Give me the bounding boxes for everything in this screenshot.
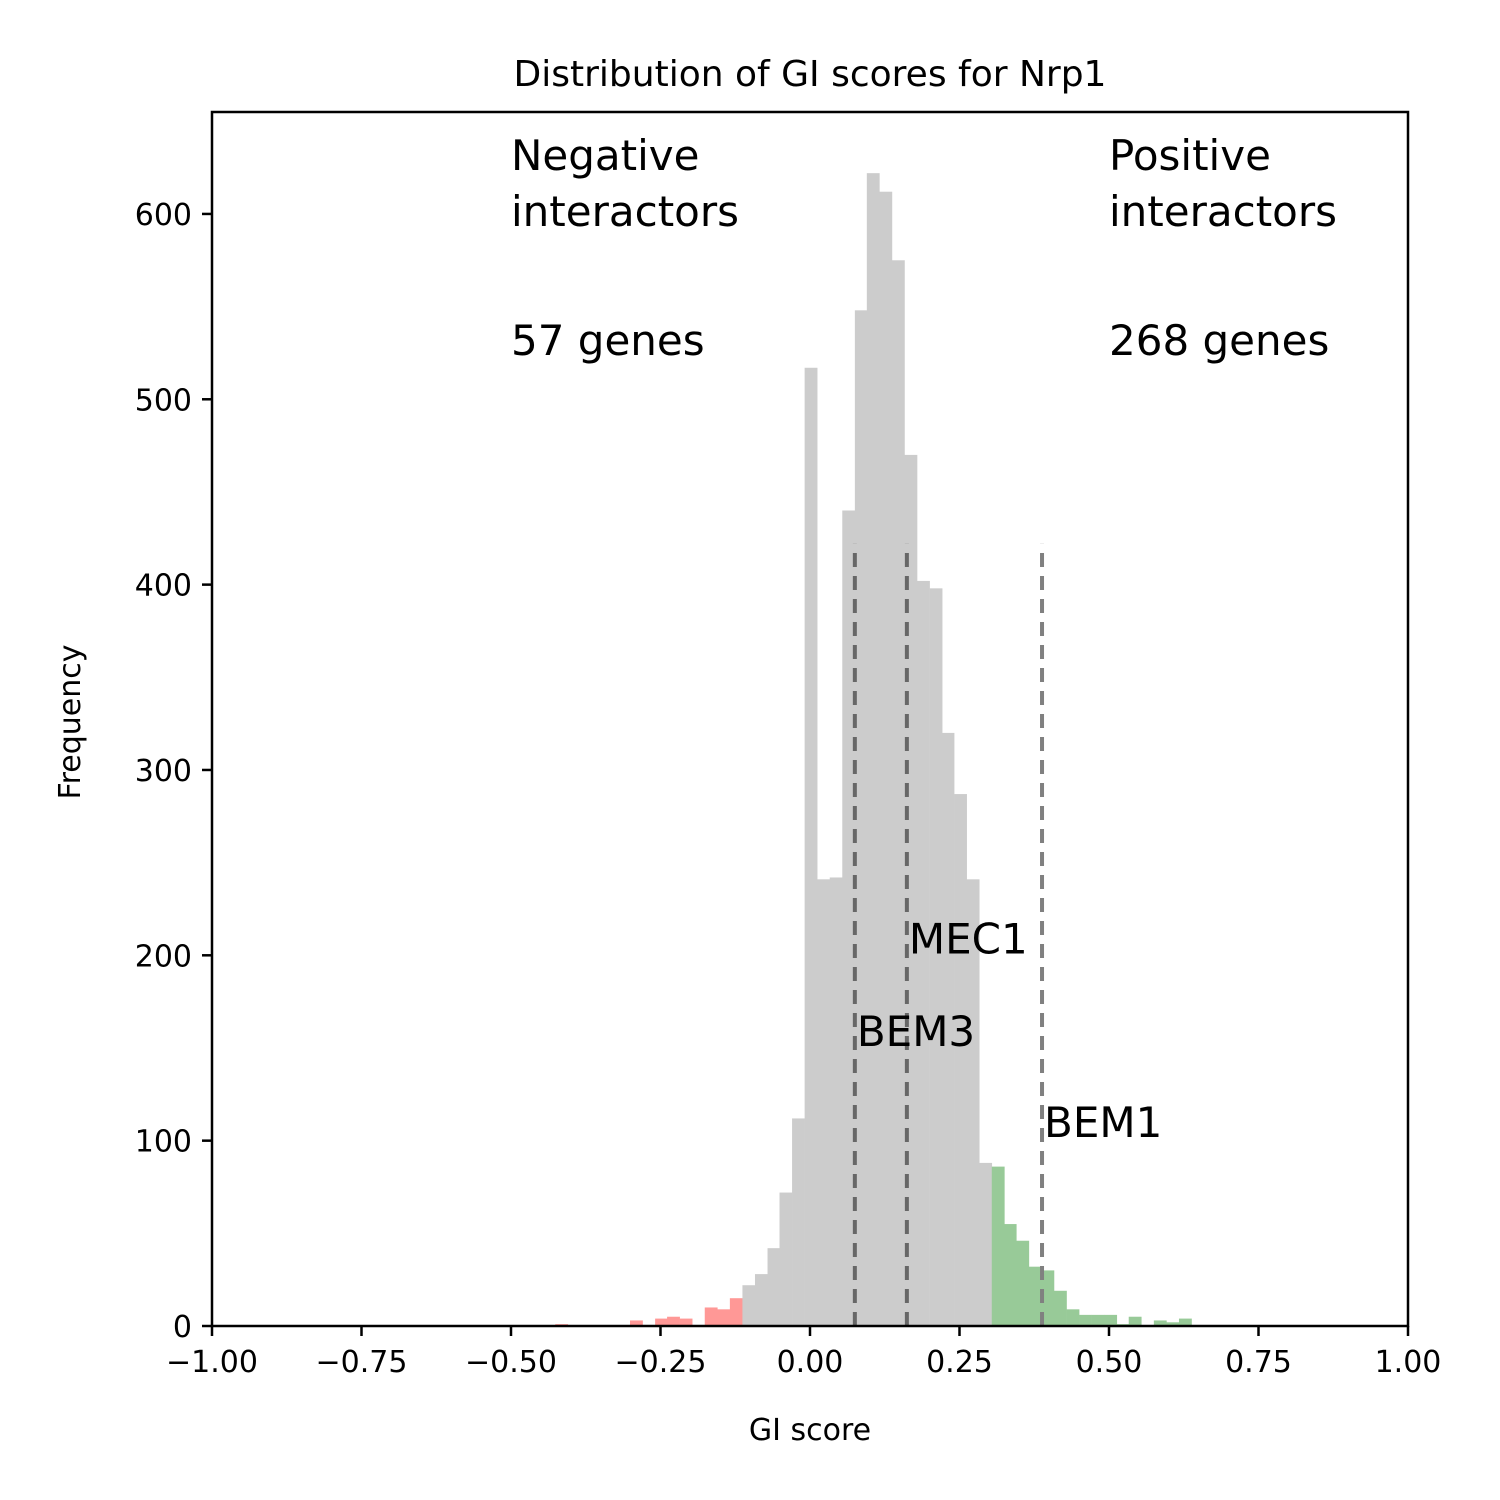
positive-interactors-label-line1: Positive bbox=[1109, 131, 1271, 180]
x-tick-label: 1.00 bbox=[1375, 1345, 1442, 1380]
negative-interactors-label-line1: Negative bbox=[511, 131, 700, 180]
histogram-bar bbox=[1091, 1314, 1105, 1326]
x-tick-label: 0.25 bbox=[926, 1345, 993, 1380]
histogram-bar bbox=[1153, 1320, 1167, 1326]
histogram-bar bbox=[742, 1285, 756, 1326]
histogram-bar bbox=[729, 1298, 743, 1326]
gene-label: BEM1 bbox=[1044, 1098, 1162, 1147]
histogram-bar bbox=[717, 1309, 731, 1326]
histogram-bar bbox=[979, 1162, 993, 1326]
x-tick-label: −0.75 bbox=[316, 1345, 408, 1380]
histogram-bar bbox=[792, 1118, 805, 1326]
histogram-bar bbox=[1166, 1322, 1180, 1326]
y-tick-label: 500 bbox=[135, 383, 192, 418]
histogram-bar bbox=[1003, 1224, 1017, 1326]
histogram-bar bbox=[954, 794, 967, 1326]
histogram-bar bbox=[1028, 1266, 1042, 1326]
y-tick-label: 0 bbox=[173, 1310, 192, 1345]
y-tick-label: 300 bbox=[135, 754, 192, 789]
histogram-bar bbox=[891, 260, 905, 1326]
x-tick-label: −1.00 bbox=[166, 1345, 258, 1380]
histogram-bar bbox=[1104, 1314, 1118, 1326]
histogram-bar bbox=[917, 580, 930, 1326]
histogram-bar bbox=[1079, 1314, 1092, 1326]
histogram-bar bbox=[929, 588, 943, 1326]
y-tick-label: 100 bbox=[135, 1125, 192, 1160]
x-axis-ticks: −1.00 −0.75 −0.50 −0.25 0.00 0.25 0.50 0.75 1.00 bbox=[166, 1326, 1441, 1380]
histogram-bar bbox=[1066, 1309, 1080, 1326]
gene-label: BEM3 bbox=[857, 1007, 975, 1056]
gene-marker-lines bbox=[852, 543, 1045, 1326]
negative-interactors-label-line2: interactors bbox=[511, 187, 739, 236]
histogram-bar bbox=[767, 1248, 781, 1326]
histogram-bar bbox=[941, 732, 955, 1326]
x-tick-label: 0.50 bbox=[1076, 1345, 1143, 1380]
histogram-bar bbox=[1016, 1240, 1030, 1326]
histogram-bar bbox=[704, 1307, 718, 1326]
y-tick-label: 400 bbox=[135, 569, 192, 604]
x-axis-label: GI score bbox=[749, 1413, 871, 1448]
histogram-bar bbox=[754, 1274, 768, 1326]
negative-interactors-count: 57 genes bbox=[511, 316, 705, 365]
histogram-bar bbox=[854, 310, 868, 1326]
histogram-bar bbox=[779, 1192, 793, 1326]
chart-title: Distribution of GI scores for Nrp1 bbox=[514, 54, 1107, 95]
y-tick-label: 600 bbox=[135, 198, 192, 233]
histogram-bar bbox=[991, 1166, 1005, 1326]
histogram-bar bbox=[866, 173, 880, 1326]
histogram-bar bbox=[655, 1318, 668, 1326]
y-tick-label: 200 bbox=[135, 939, 192, 974]
x-tick-label: −0.25 bbox=[615, 1345, 707, 1380]
gene-label: MEC1 bbox=[909, 914, 1028, 963]
x-tick-label: 0.00 bbox=[777, 1345, 844, 1380]
histogram-bar bbox=[966, 879, 980, 1326]
x-tick-label: 0.75 bbox=[1225, 1345, 1292, 1380]
histogram-bar bbox=[829, 877, 843, 1326]
gene-labels: MEC1 BEM3 BEM1 bbox=[857, 914, 1162, 1146]
histogram-bar bbox=[842, 510, 856, 1326]
y-axis-ticks: 0 100 200 300 400 500 600 bbox=[135, 198, 212, 1345]
histogram-bar bbox=[817, 879, 831, 1326]
histogram-bar bbox=[1178, 1318, 1192, 1326]
histogram-bar bbox=[804, 367, 818, 1326]
histogram-bar bbox=[667, 1316, 680, 1326]
histogram-bar bbox=[1041, 1270, 1055, 1326]
histogram-bar bbox=[1053, 1290, 1067, 1326]
histogram-bar bbox=[630, 1320, 643, 1326]
histogram-bar bbox=[879, 191, 893, 1327]
y-axis-label: Frequency bbox=[53, 645, 88, 800]
positive-interactors-label-line2: interactors bbox=[1109, 187, 1337, 236]
interactor-annotations: Negative interactors 57 genes Positive i… bbox=[511, 131, 1337, 365]
histogram-bar bbox=[1128, 1316, 1142, 1326]
positive-interactors-count: 268 genes bbox=[1109, 316, 1329, 365]
histogram-bar bbox=[679, 1318, 693, 1326]
x-tick-label: −0.50 bbox=[465, 1345, 557, 1380]
